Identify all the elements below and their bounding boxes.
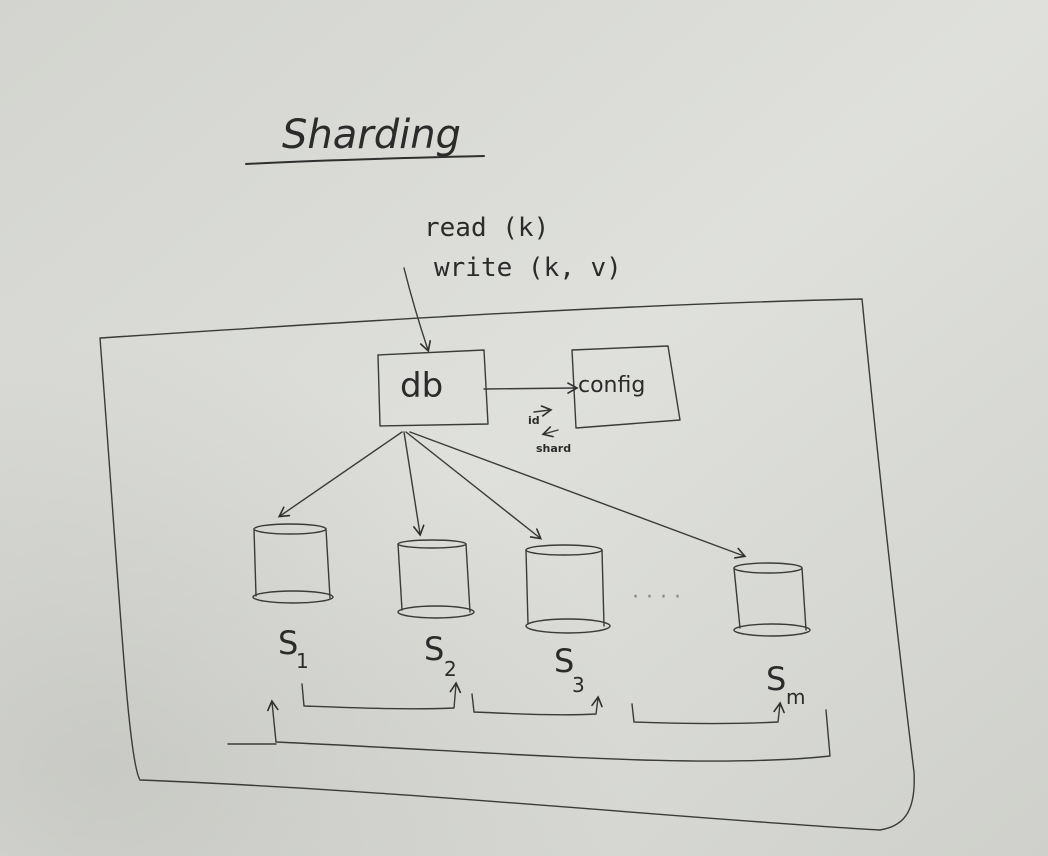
- diagram-title: Sharding: [282, 112, 461, 158]
- svg-text:3: 3: [572, 673, 585, 697]
- shard-m-label: S m: [766, 660, 805, 709]
- link-shard-2-to-3: [471, 693, 603, 716]
- operation-read: read (k): [424, 213, 549, 243]
- db-to-shard-2-arrow: [403, 431, 425, 537]
- svg-text:S: S: [766, 660, 786, 698]
- request-arrow: [403, 267, 432, 353]
- config-note-id: id: [528, 414, 540, 427]
- shard-m-cylinder: [733, 562, 811, 637]
- shard-2-label: S 2: [424, 630, 457, 681]
- db-config-arrow: [483, 382, 579, 394]
- shards-ellipsis: · · · ·: [632, 585, 681, 610]
- operation-write: write (k, v): [434, 253, 622, 283]
- config-note-shard: shard: [536, 442, 571, 455]
- db-to-shard-1-arrow: [277, 431, 403, 518]
- config-note-arrow-left: [541, 426, 559, 438]
- db-to-shard-m-arrow: [409, 431, 747, 559]
- link-shard-1-to-2: [301, 681, 462, 710]
- shard-3-cylinder: [525, 544, 611, 634]
- link-shard-m-to-1: [267, 699, 831, 762]
- config-label: config: [578, 373, 645, 398]
- shard-3-label: S 3: [554, 642, 585, 697]
- svg-text:1: 1: [296, 649, 309, 673]
- config-box: [571, 345, 681, 429]
- shard-1-label: S 1: [278, 624, 309, 673]
- svg-text:S: S: [424, 630, 444, 668]
- svg-text:S: S: [554, 642, 574, 680]
- db-box: [377, 349, 489, 427]
- system-boundary: [99, 298, 915, 831]
- svg-text:S: S: [278, 624, 298, 662]
- db-label: db: [400, 366, 443, 406]
- svg-text:2: 2: [444, 657, 457, 681]
- svg-text:m: m: [786, 685, 805, 709]
- title-underline: [245, 155, 485, 165]
- shard-1-cylinder: [252, 523, 334, 604]
- config-note-arrow-right: [533, 405, 553, 417]
- shard-2-cylinder: [397, 539, 475, 619]
- link-shard-3-to-m: [631, 701, 785, 725]
- db-to-shard-3-arrow: [405, 431, 543, 540]
